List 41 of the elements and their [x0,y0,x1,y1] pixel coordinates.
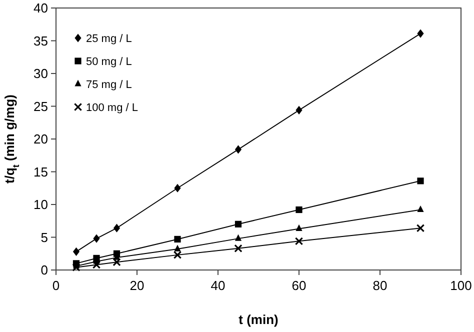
y-tick-label: 10 [34,197,48,212]
x-tick-label: 80 [372,278,388,293]
y-tick-label: 25 [34,98,48,114]
y-tick-label: 5 [40,230,48,245]
y-tick-label: 35 [34,33,48,48]
x-tick-label: 40 [210,278,226,293]
point [173,250,182,260]
point [416,224,425,232]
point [174,236,181,243]
x-tick-label: 100 [450,278,472,293]
legend-label: 100 mg / L [86,102,138,114]
point [294,237,304,246]
legend-label: 25 mg / L [86,33,132,45]
point [296,224,302,232]
x-tick-label: 60 [292,278,306,293]
x-tick-label: 0 [52,278,60,293]
point [417,29,424,38]
point [296,206,302,214]
y-tick-label: 15 [34,164,48,180]
x-tick-label: 20 [130,278,144,293]
x-axis-title: t (min) [238,312,278,327]
point [296,106,302,114]
y-tick-label: 30 [34,66,48,81]
point [234,145,242,154]
point [92,260,101,269]
point [417,178,424,184]
point [174,184,181,192]
point [417,205,424,212]
y-tick-label: 0 [40,262,48,278]
y-tick-label: 20 [34,132,48,146]
point [112,258,121,266]
y-tick-label: 40 [34,0,48,16]
point [174,244,181,252]
point [234,220,242,228]
point [72,247,80,256]
point [234,244,242,252]
point [234,234,242,241]
legend-label: 75 mg / L [86,79,132,91]
legend-label: 50 mg / L [86,56,132,68]
point [93,234,100,243]
point [113,224,120,232]
